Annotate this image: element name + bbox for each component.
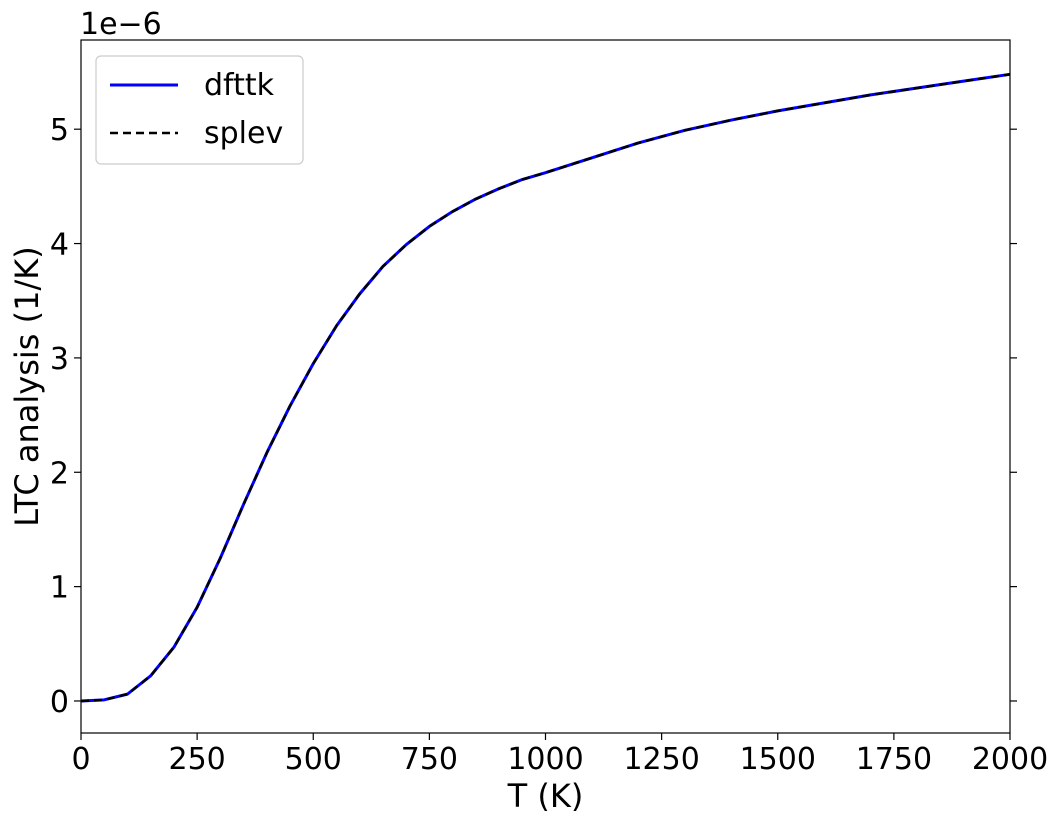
y-tick-label: 4 <box>50 228 69 263</box>
legend: dfttk splev <box>95 55 304 165</box>
plot-lines <box>80 72 1011 703</box>
legend-box <box>95 55 304 165</box>
series-line-splev <box>80 73 1011 703</box>
x-tick-label: 1500 <box>740 742 816 777</box>
x-tick-label: 500 <box>285 742 342 777</box>
x-tick-label: 1750 <box>856 742 932 777</box>
y-tick-label: 5 <box>50 113 69 148</box>
x-tick-label: 1000 <box>507 742 583 777</box>
legend-label-splev: splev <box>204 116 283 151</box>
y-offset-text: 1e−6 <box>80 7 162 42</box>
y-tick-label: 3 <box>50 342 69 377</box>
y-tick-label: 0 <box>50 685 69 720</box>
x-tick-label: 2000 <box>972 742 1048 777</box>
legend-label-dfttk: dfttk <box>204 68 275 103</box>
x-axis: 0 250 500 750 1000 1250 1500 1750 2000 <box>71 733 1048 777</box>
y-axis: 0 1 2 3 4 5 <box>50 113 1017 720</box>
y-tick-label: 1 <box>50 571 69 606</box>
x-tick-label: 250 <box>168 742 225 777</box>
y-axis-label: LTC analysis (1/K) <box>8 246 46 526</box>
x-axis-label: T (K) <box>507 777 584 815</box>
x-tick-label: 750 <box>401 742 458 777</box>
y-tick-label: 2 <box>50 456 69 491</box>
x-tick-label: 0 <box>71 742 90 777</box>
x-tick-label: 1250 <box>623 742 699 777</box>
